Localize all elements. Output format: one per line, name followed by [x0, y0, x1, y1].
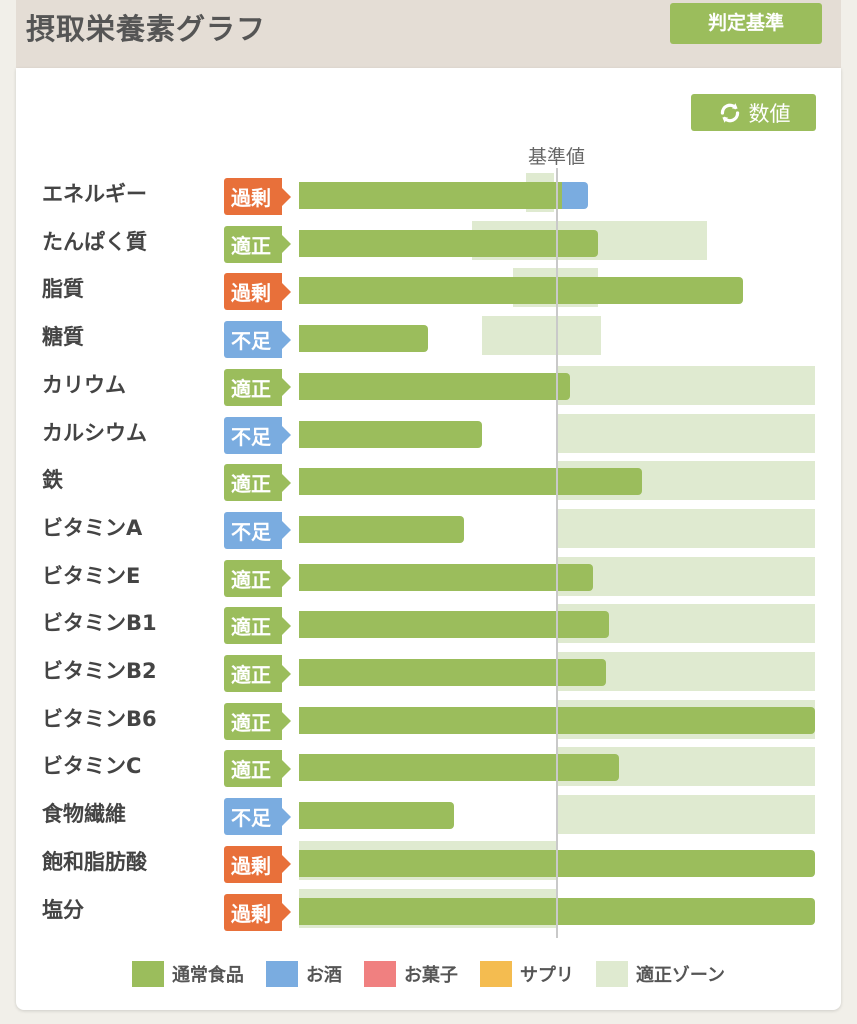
legend: 通常食品 お酒 お菓子 サプリ 適正ゾーン — [16, 956, 841, 992]
status-badge: 不足 — [224, 798, 291, 836]
criteria-button[interactable]: 判定基準 — [670, 3, 822, 44]
legend-label: お菓子 — [403, 965, 458, 986]
page-header: 摂取栄養素グラフ 判定基準 — [16, 0, 841, 68]
status-badge: 適正 — [224, 607, 291, 645]
nutrient-label: 塩分 — [42, 897, 84, 922]
intake-bar — [299, 468, 643, 496]
nutrient-row: 飽和脂肪酸 過剰 — [16, 836, 841, 884]
intake-bar — [299, 515, 465, 543]
nutrient-row: たんぱく質 適正 — [16, 216, 841, 264]
status-badge: 適正 — [224, 559, 291, 597]
legend-label: サプリ — [519, 965, 574, 986]
intake-bar — [299, 563, 594, 591]
nutrient-row: ビタミンC 適正 — [16, 740, 841, 788]
status-badge: 適正 — [224, 368, 291, 406]
optimal-zone — [557, 795, 815, 835]
alcohol-bar — [562, 182, 588, 209]
legend-swatch — [131, 961, 164, 987]
optimal-zone — [557, 508, 815, 548]
reference-label: 基準値 — [527, 146, 585, 168]
reference-line — [556, 168, 558, 938]
status-badge: 過剰 — [224, 178, 291, 215]
optimal-zone — [482, 316, 601, 356]
nutrient-row: 食物繊維 不足 — [16, 788, 841, 836]
intake-bar — [299, 372, 570, 400]
status-badge: 過剰 — [224, 273, 291, 311]
nutrient-label: 飽和脂肪酸 — [42, 849, 147, 874]
nutrient-row: カルシウム 不足 — [16, 407, 841, 455]
nutrient-label: ビタミンB1 — [42, 611, 157, 636]
nutrient-row: ビタミンB6 適正 — [16, 693, 841, 741]
legend-label: 適正ゾーン — [635, 965, 726, 986]
legend-item: サプリ — [479, 961, 574, 987]
nutrient-row: カリウム 適正 — [16, 359, 841, 407]
refresh-icon — [720, 102, 739, 123]
intake-bar — [299, 611, 609, 639]
status-badge: 適正 — [224, 702, 291, 740]
legend-item: お酒 — [265, 961, 342, 987]
legend-label: お酒 — [305, 965, 342, 986]
nutrient-row: ビタミンE 適正 — [16, 550, 841, 598]
legend-swatch — [363, 961, 396, 987]
nutrient-row: ビタミンA 不足 — [16, 502, 841, 550]
status-badge: 過剰 — [224, 845, 291, 883]
intake-bar — [299, 182, 563, 209]
intake-bar — [299, 277, 743, 305]
nutrient-row: 鉄 適正 — [16, 454, 841, 502]
status-badge: 不足 — [224, 511, 291, 549]
nutrient-chart-card: 数値 基準値 エネルギー 過剰 たんぱく質 適正 脂質 過剰 糖質 不足 カリウム 適正 カルシウム… — [16, 68, 841, 1010]
nutrient-label: たんぱく質 — [42, 229, 147, 254]
status-badge: 不足 — [224, 321, 291, 359]
nutrient-label: ビタミンB6 — [42, 706, 157, 731]
nutrient-row: ビタミンB1 適正 — [16, 597, 841, 645]
status-badge: 適正 — [224, 655, 291, 692]
status-badge: 適正 — [224, 750, 291, 788]
toggle-values-label: 数値 — [748, 101, 791, 126]
nutrient-label: エネルギー — [42, 182, 147, 206]
status-badge: 不足 — [224, 416, 291, 454]
status-badge: 適正 — [224, 225, 291, 263]
intake-bar — [299, 325, 428, 353]
nutrient-label: ビタミンC — [42, 754, 142, 779]
intake-bar — [299, 229, 599, 257]
intake-bar — [299, 659, 607, 686]
nutrient-label: 食物繊維 — [42, 802, 126, 827]
nutrient-label: 糖質 — [42, 325, 84, 350]
legend-item: 通常食品 — [131, 961, 244, 987]
nutrient-label: ビタミンB2 — [42, 659, 157, 683]
nutrient-label: カルシウム — [42, 420, 147, 445]
nutrient-row: 塩分 過剰 — [16, 884, 841, 932]
nutrient-row: エネルギー 過剰 — [16, 168, 841, 216]
nutrient-label: 脂質 — [42, 277, 84, 302]
nutrient-row: ビタミンB2 適正 — [16, 645, 841, 693]
legend-swatch — [265, 961, 298, 987]
nutrient-label: ビタミンA — [42, 515, 143, 540]
nutrient-row: 脂質 過剰 — [16, 263, 841, 311]
legend-swatch — [595, 961, 628, 987]
optimal-zone — [557, 413, 815, 453]
intake-bar — [299, 802, 454, 830]
nutrient-label: ビタミンE — [42, 563, 141, 588]
legend-item: 適正ゾーン — [595, 961, 726, 987]
toggle-values-button[interactable]: 数値 — [691, 94, 816, 131]
legend-item: お菓子 — [363, 961, 458, 987]
status-badge: 適正 — [224, 464, 291, 502]
intake-bar — [299, 420, 483, 448]
optimal-zone — [557, 556, 815, 596]
nutrient-row: 糖質 不足 — [16, 311, 841, 359]
legend-label: 通常食品 — [171, 965, 244, 986]
page-title: 摂取栄養素グラフ — [26, 12, 267, 46]
intake-bar — [299, 754, 619, 782]
optimal-zone — [557, 365, 815, 405]
nutrient-label: 鉄 — [42, 468, 63, 493]
legend-swatch — [479, 961, 512, 987]
nutrient-label: カリウム — [42, 372, 126, 397]
status-badge: 過剰 — [224, 893, 291, 931]
